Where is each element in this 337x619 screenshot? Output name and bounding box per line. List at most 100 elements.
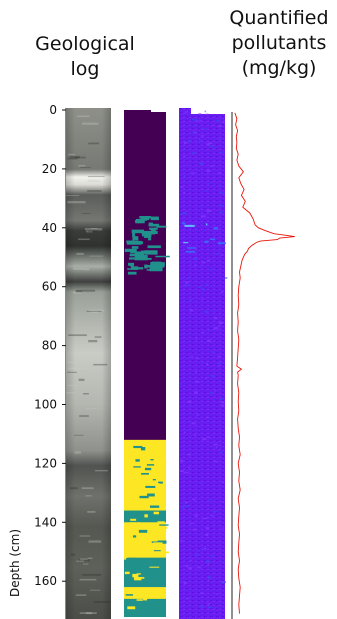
- class-speckle: [157, 521, 165, 523]
- class-speckle: [130, 609, 134, 611]
- core-texture-streak: [87, 557, 93, 560]
- hyperspectral-speckle: [186, 110, 188, 114]
- hyperspectral-speckle: [195, 554, 200, 556]
- core-texture-streak: [83, 392, 89, 395]
- core-texture-streak: [88, 229, 97, 232]
- core-texture-streak: [68, 153, 75, 156]
- class-speckle: [135, 251, 145, 256]
- hyperspectral-speckle: [185, 597, 190, 600]
- core-texture-streak: [85, 408, 98, 410]
- depth-tick-label: 140: [34, 515, 57, 529]
- hyperspectral-speckle: [181, 506, 184, 509]
- class-speckle: [127, 268, 132, 270]
- core-texture-streak: [94, 470, 108, 472]
- hyperspectral-speckle: [220, 204, 224, 207]
- hyperspectral-speckle: [199, 605, 205, 608]
- hyperspectral-speckle: [210, 285, 212, 287]
- class-speckle: [144, 250, 158, 255]
- hyperspectral-speckle: [216, 362, 222, 365]
- hyperspectral-speckle: [203, 517, 209, 519]
- depth-tick-label: 100: [34, 398, 57, 412]
- class-speckle: [132, 232, 136, 238]
- hyperspectral-speckle: [190, 299, 193, 301]
- hyperspectral-speckle: [183, 191, 186, 195]
- core-texture-streak: [75, 290, 83, 293]
- class-speckle: [145, 485, 156, 488]
- class-speckle: [152, 479, 156, 481]
- hyperspectral-speckle: [191, 118, 197, 121]
- class-speckle: [158, 526, 168, 529]
- hyperspectral-highlights: [179, 110, 228, 609]
- hyperspectral-speckle: [206, 182, 210, 185]
- hyperspectral-speckle: [188, 466, 190, 469]
- hyperspectral-speckle: [185, 211, 188, 213]
- hyperspectral-speckle: [219, 184, 221, 187]
- class-speckle: [135, 267, 144, 270]
- hyperspectral-speckle: [219, 398, 223, 401]
- hyperspectral-speckle: [222, 277, 228, 279]
- hyperspectral-speckle: [186, 247, 197, 249]
- hyperspectral-speckle: [217, 355, 221, 358]
- class-speckle: [140, 577, 145, 579]
- hyperspectral-speckle: [202, 351, 205, 354]
- hyperspectral-speckle: [220, 211, 224, 214]
- core-texture-streak: [81, 213, 91, 214]
- hyperspectral-speckle: [204, 110, 207, 113]
- hyperspectral-speckle: [197, 566, 202, 569]
- hyperspectral-speckle: [212, 567, 214, 570]
- class-speckle: [135, 220, 140, 224]
- class-speckle: [130, 248, 137, 254]
- hyperspectral-speckle: [207, 339, 212, 343]
- core-texture-streak: [76, 289, 82, 292]
- hyperspectral-speckle: [183, 241, 189, 244]
- core-texture-streak: [74, 434, 84, 436]
- class-speckle: [139, 218, 147, 221]
- core-texture-streak: [67, 157, 78, 160]
- hyperspectral-speckle: [219, 191, 225, 194]
- hyperspectral-speckle: [184, 471, 189, 474]
- class-speckle: [147, 245, 161, 249]
- class-speckle: [124, 557, 128, 560]
- core-texture-streak: [74, 451, 81, 454]
- class-speckle: [138, 473, 143, 476]
- class-speckle: [140, 446, 146, 451]
- class-speckle: [147, 493, 155, 497]
- hyperspectral-speckle: [201, 261, 206, 264]
- hyperspectral-speckle: [193, 124, 196, 127]
- core-texture-streak: [78, 559, 90, 562]
- core-texture-streak: [79, 578, 97, 581]
- hyperspectral-speckle: [217, 125, 222, 128]
- class-speckle: [141, 230, 156, 235]
- hyperspectral-speckle: [183, 582, 187, 585]
- hyperspectral-speckle: [220, 254, 223, 256]
- pollutants-header-line: pollutants: [231, 32, 327, 54]
- core-photograph-shading: [66, 108, 111, 619]
- core-texture-streak: [79, 358, 84, 360]
- class-speckle: [137, 484, 142, 488]
- hyperspectral-speckle: [207, 259, 211, 262]
- hyperspectral-speckle: [210, 268, 213, 270]
- hyperspectral-speckle: [208, 329, 210, 332]
- core-texture-streak: [94, 336, 102, 338]
- class-speckle: [131, 229, 145, 234]
- class-speckle: [132, 535, 137, 538]
- hyperspectral-speckle: [206, 169, 211, 173]
- core-texture-streak: [78, 164, 86, 167]
- class-speckle: [135, 459, 140, 462]
- core-texture-streak: [87, 176, 105, 178]
- hyperspectral-speckle: [187, 453, 191, 456]
- class-speckle: [159, 524, 169, 526]
- core-texture-streak: [66, 392, 76, 394]
- hyperspectral-speckle: [207, 562, 209, 565]
- hyperspectral-speckle: [187, 277, 189, 279]
- class-speckle: [136, 599, 143, 601]
- core-texture-streak: [88, 142, 100, 145]
- hyperspectral-speckle: [212, 524, 214, 526]
- hyperspectral-speckle: [205, 113, 209, 115]
- core-texture-streak: [93, 363, 108, 366]
- class-speckle: [141, 472, 149, 475]
- hyperspectral-speckle: [189, 559, 193, 561]
- class-speckle: [143, 598, 148, 601]
- hyperspectral-speckle: [205, 143, 211, 146]
